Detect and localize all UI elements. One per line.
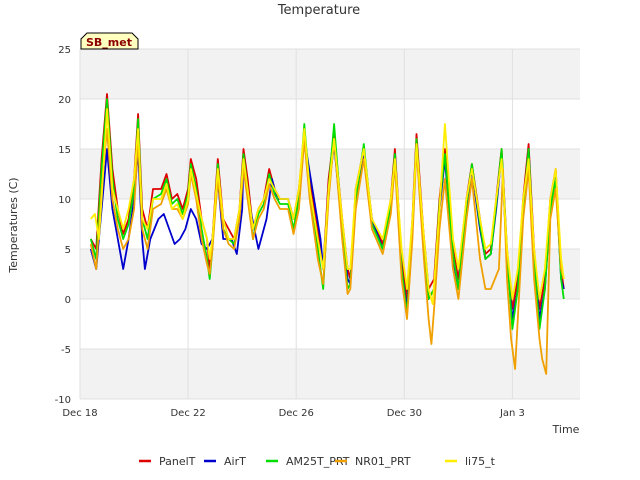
plot-area [80,49,580,399]
badge-box [80,32,139,50]
grid-lines [79,48,580,400]
plot-background [80,49,580,399]
series-line-li75-t [90,108,565,305]
y-axis-ticks: -10 -5 0 5 10 15 20 25 [55,45,71,406]
x-tick-label: Jan 3 [499,408,525,419]
y-tick-label: -5 [61,345,71,356]
x-axis-label: Time [552,423,580,436]
y-axis-label: Temperatures (C) [7,177,20,273]
legend-label: PanelT [159,455,196,468]
station-badge: SB_met [80,32,139,50]
x-axis-ticks: Dec 18 Dec 22 Dec 26 Dec 30 Jan 3 [62,408,525,419]
legend-label: li75_t [465,455,496,468]
y-tick-label: 5 [65,245,71,256]
y-tick-label: 10 [58,195,71,206]
x-tick-label: Dec 30 [387,408,422,419]
legend-label: AirT [224,455,246,468]
chart-title: Temperature [277,3,360,18]
legend-label: NR01_PRT [355,455,411,468]
y-tick-label: 25 [58,45,71,56]
y-tick-label: 0 [65,295,71,306]
plot-band [80,249,580,299]
y-tick-label: 20 [58,95,71,106]
badge-text: SB_met [86,36,132,49]
y-tick-label: -10 [55,395,71,406]
y-tick-label: 15 [58,145,71,156]
legend-label: AM25T_PRT [286,455,350,468]
plot-band [80,349,580,399]
legend: PanelT AirT AM25T_PRT NR01_PRT li75_t [139,455,496,468]
x-tick-label: Dec 18 [62,408,97,419]
x-tick-label: Dec 26 [279,408,314,419]
series-line-panelt [90,93,565,310]
series-lines [89,93,565,375]
plot-band [80,49,580,99]
x-tick-label: Dec 22 [170,408,205,419]
